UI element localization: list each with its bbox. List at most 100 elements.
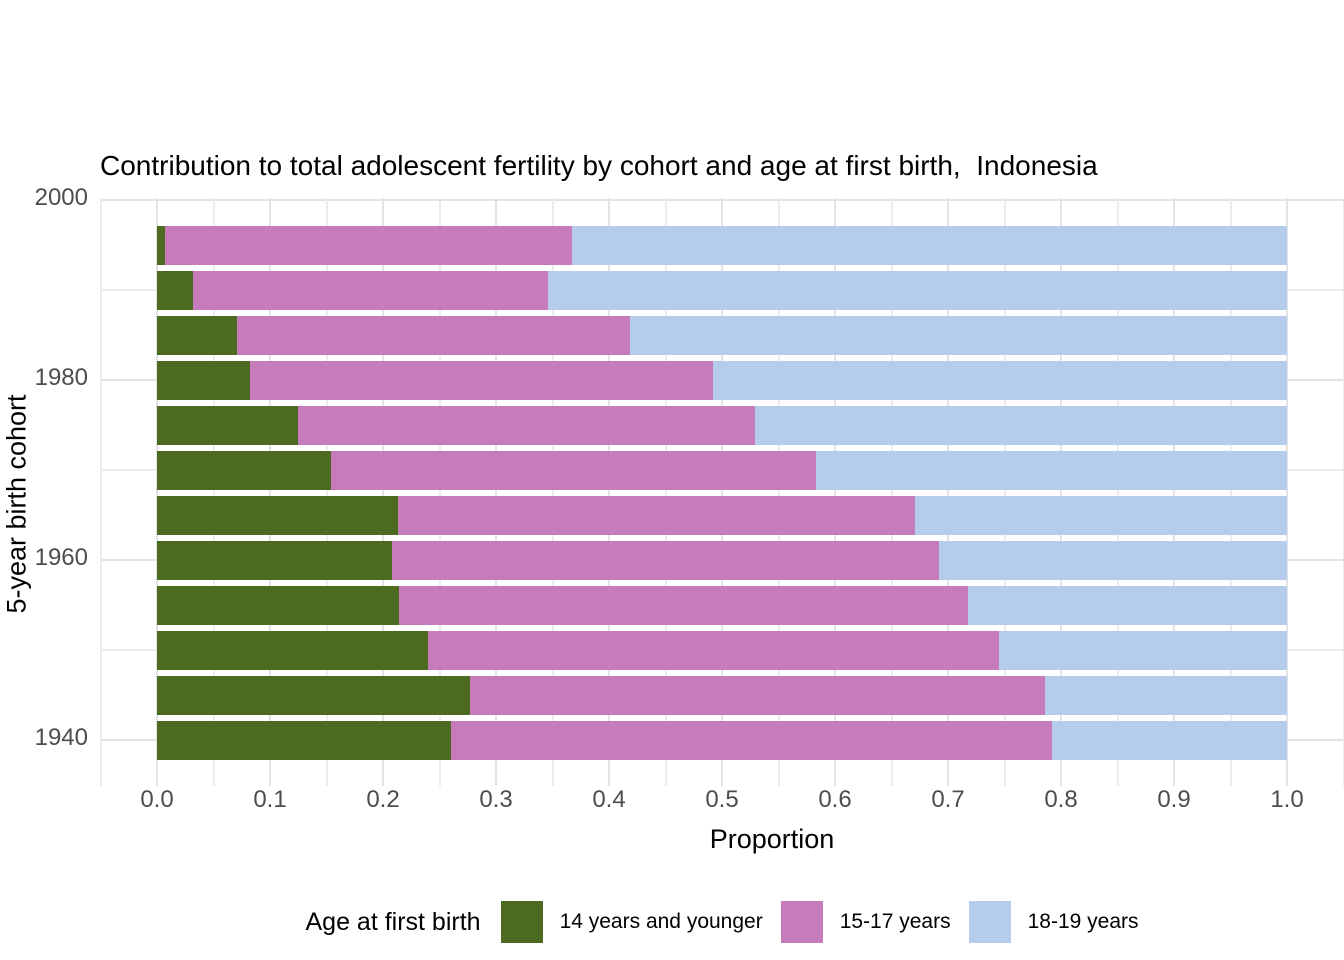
bar-segment <box>450 720 1052 760</box>
y-tick-label: 1960 <box>34 544 88 571</box>
bar-segment <box>157 315 238 355</box>
legend-swatch-15-17 <box>780 901 823 943</box>
bar-segment <box>998 630 1287 670</box>
gridline-vertical-minor <box>100 198 102 786</box>
gridline-vertical-major <box>495 198 497 786</box>
x-tick-label: 0.4 <box>592 786 626 813</box>
x-tick-label: 0.7 <box>931 786 965 813</box>
bar-segment <box>249 360 713 400</box>
gridline-vertical-minor <box>1342 198 1344 786</box>
legend: Age at first birth 14 years and younger … <box>305 901 1139 943</box>
x-tick-label: 0.9 <box>1157 786 1191 813</box>
bar-row-cohort-1945 <box>157 675 1287 715</box>
x-tick-label: 0.1 <box>253 786 287 813</box>
bar-segment <box>392 540 939 580</box>
bar-row-cohort-1995 <box>157 225 1287 265</box>
gridline-vertical-major <box>947 198 949 786</box>
bar-segment <box>193 270 548 310</box>
gridline-vertical-major <box>1060 198 1062 786</box>
plot-panel <box>100 198 1344 786</box>
gridline-vertical-major <box>834 198 836 786</box>
x-tick-label: 0.3 <box>479 786 513 813</box>
bar-row-cohort-1990 <box>157 270 1287 310</box>
gridline-vertical-minor <box>551 198 554 786</box>
bar-segment <box>1045 675 1287 715</box>
bar-segment <box>397 495 916 535</box>
gridline-vertical-major <box>608 198 610 786</box>
bar-row-cohort-1950 <box>157 630 1287 670</box>
y-axis-title: 5-year birth cohort <box>1 394 32 614</box>
gridline-vertical-minor <box>777 198 780 786</box>
gridline-vertical-major <box>721 198 723 786</box>
gridline-vertical-minor <box>664 198 667 786</box>
bar-segment <box>331 450 816 490</box>
bar-segment <box>1051 720 1287 760</box>
gridline-vertical-minor <box>1229 198 1232 786</box>
bar-segment <box>157 270 194 310</box>
legend-title: Age at first birth <box>305 907 481 936</box>
bar-row-cohort-1975 <box>157 405 1287 445</box>
bar-segment <box>938 540 1287 580</box>
bar-segment <box>470 675 1046 715</box>
legend-item-18-19: 18-19 years <box>968 901 1139 943</box>
bar-segment <box>398 585 969 625</box>
y-tick-label: 1980 <box>34 364 88 391</box>
bar-segment <box>630 315 1287 355</box>
bar-segment <box>298 405 755 445</box>
bar-segment <box>157 225 165 265</box>
legend-item-14-and-younger: 14 years and younger <box>500 901 763 943</box>
gridline-vertical-minor <box>212 198 215 786</box>
bar-segment <box>157 720 451 760</box>
bar-row-cohort-1940 <box>157 720 1287 760</box>
gridline-vertical-minor <box>438 198 441 786</box>
bar-segment <box>428 630 999 670</box>
y-tick-label: 1940 <box>34 724 88 751</box>
chart-title: Contribution to total adolescent fertili… <box>100 150 1098 181</box>
bar-segment <box>712 360 1287 400</box>
gridline-vertical-major <box>1173 198 1175 786</box>
bar-segment <box>164 225 572 265</box>
bar-row-cohort-1980 <box>157 360 1287 400</box>
bar-segment <box>237 315 631 355</box>
bar-segment <box>815 450 1287 490</box>
bar-segment <box>915 495 1287 535</box>
bar-segment <box>157 450 332 490</box>
bar-row-cohort-1985 <box>157 315 1287 355</box>
bar-segment <box>157 540 393 580</box>
legend-swatch-14-and-younger <box>500 901 543 943</box>
legend-label-18-19: 18-19 years <box>1027 910 1139 933</box>
bar-segment <box>157 630 429 670</box>
gridline-vertical-minor <box>1003 198 1006 786</box>
gridline-vertical-major <box>1286 198 1288 786</box>
bar-segment <box>157 405 299 445</box>
x-axis-title: Proportion <box>0 824 1344 855</box>
bar-segment <box>157 360 250 400</box>
legend-label-15-17: 15-17 years <box>839 910 951 933</box>
legend-wrap: Age at first birth 14 years and younger … <box>100 899 1344 945</box>
legend-item-15-17: 15-17 years <box>780 901 951 943</box>
x-tick-label: 0.6 <box>818 786 852 813</box>
gridline-vertical-minor <box>890 198 893 786</box>
gridline-vertical-major <box>156 198 158 786</box>
bar-segment <box>968 585 1287 625</box>
gridline-vertical-minor <box>325 198 328 786</box>
x-tick-label: 0.5 <box>705 786 739 813</box>
legend-label-14-and-younger: 14 years and younger <box>559 910 763 933</box>
legend-swatch-18-19 <box>968 901 1011 943</box>
bar-segment <box>157 585 399 625</box>
bar-segment <box>157 675 470 715</box>
x-tick-label: 0.0 <box>140 786 174 813</box>
x-tick-label: 0.8 <box>1044 786 1078 813</box>
y-tick-label: 2000 <box>34 184 88 211</box>
x-tick-label: 0.2 <box>366 786 400 813</box>
bar-segment <box>571 225 1287 265</box>
x-tick-label: 1.0 <box>1270 786 1304 813</box>
bar-row-cohort-1965 <box>157 495 1287 535</box>
bar-row-cohort-1955 <box>157 585 1287 625</box>
bar-row-cohort-1960 <box>157 540 1287 580</box>
bar-segment <box>547 270 1287 310</box>
gridline-vertical-major <box>382 198 384 786</box>
bar-segment <box>157 495 398 535</box>
gridline-vertical-minor <box>1116 198 1119 786</box>
